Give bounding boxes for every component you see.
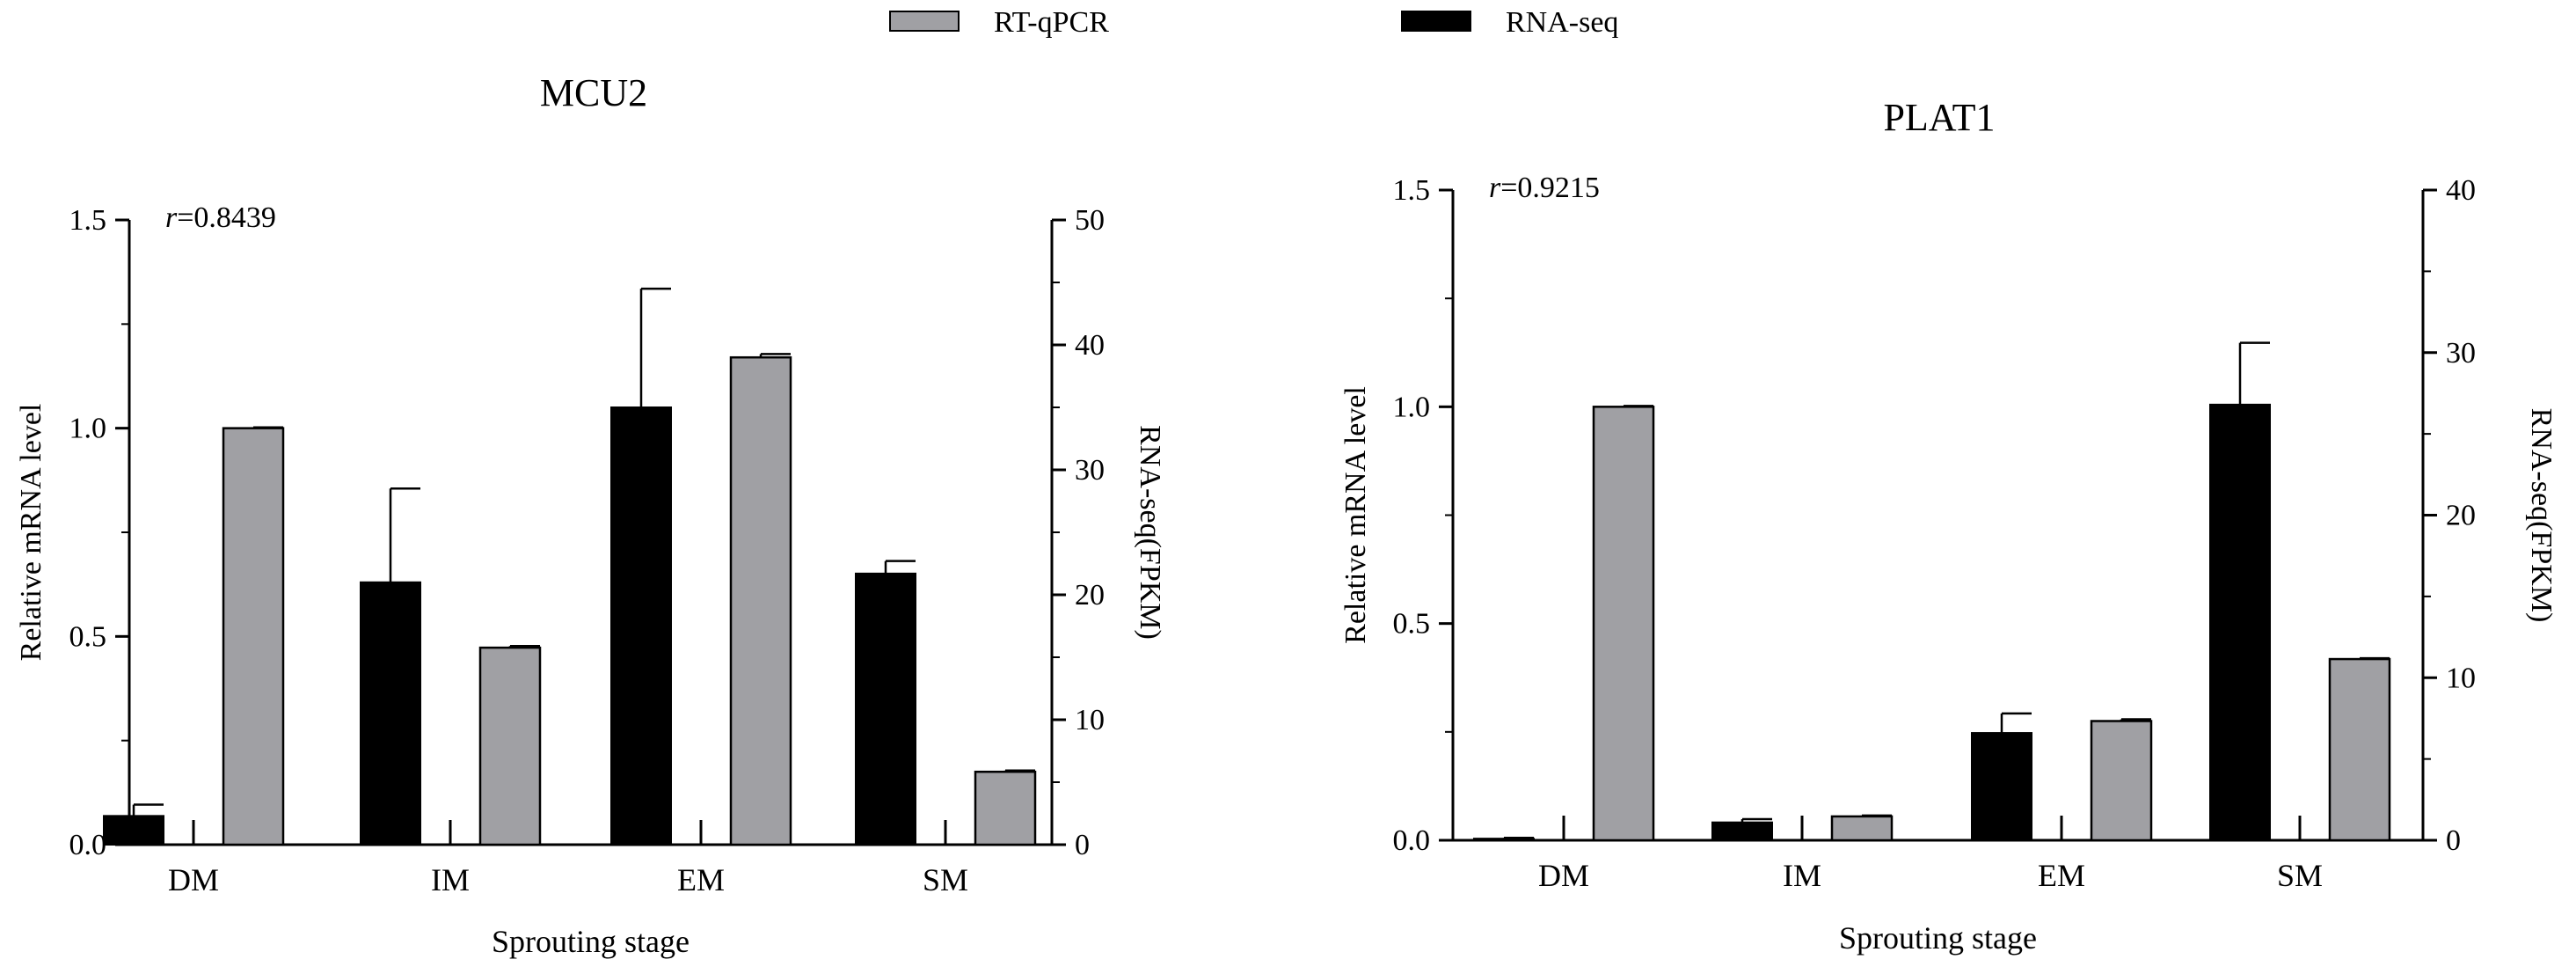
y-tick-label-left: 1.5 <box>1393 174 1431 207</box>
bar-rtqpcr <box>729 355 792 846</box>
bar-rtqpcr <box>2328 657 2391 842</box>
legend-label-rtqpcr: RT-qPCR <box>994 6 1109 39</box>
bar-rnaseq <box>103 815 164 846</box>
y-tick-label-left: 1.0 <box>69 413 107 445</box>
legend-label-rnaseq: RNA-seq <box>1506 6 1618 39</box>
bar-rtqpcr <box>1830 815 1894 842</box>
bar-rnaseq <box>1711 821 1773 841</box>
bar-rtqpcr <box>974 770 1037 846</box>
x-tick-label: SM <box>2277 858 2323 893</box>
y-tick-label-right: 20 <box>1075 579 1105 611</box>
y-tick-label-right: 40 <box>2446 174 2476 207</box>
chart-mcu2: MCU2 0.0 0.5 1.0 1.5 0 10 20 30 40 50 Relative mRNA… <box>15 71 1166 959</box>
x-tick-label: SM <box>923 862 968 897</box>
y-tick-label-right: 10 <box>2446 662 2476 694</box>
y-tick-label-right: 0 <box>2446 824 2461 857</box>
y-tick-label-right: 40 <box>1075 329 1105 362</box>
x-tick-label: DM <box>168 862 219 897</box>
y-tick-label-left: 1.5 <box>69 204 107 237</box>
bar-rtqpcr <box>1592 406 1655 842</box>
y-tick-label-left: 0.5 <box>1393 608 1431 641</box>
chart-title: MCU2 <box>540 71 647 114</box>
y-tick-label-right: 50 <box>1075 204 1105 237</box>
y-tick-label-left: 0.0 <box>1393 824 1431 857</box>
y-tick-label-right: 30 <box>2446 337 2476 370</box>
y-tick-label-right: 20 <box>2446 500 2476 532</box>
correlation-annotation: r=0.9215 <box>1489 172 1600 204</box>
x-tick-label: IM <box>1783 858 1821 893</box>
bar-rtqpcr <box>2090 720 2153 842</box>
bar-rnaseq <box>610 406 672 846</box>
bar-rtqpcr <box>478 646 542 846</box>
x-tick-label: DM <box>1538 858 1589 893</box>
bar-rnaseq <box>1971 732 2032 841</box>
y-tick-label-right: 30 <box>1075 454 1105 487</box>
y-axis-label-right: RNA-seq(FPKM) <box>1134 425 1166 640</box>
x-tick-label: IM <box>431 862 470 897</box>
bar-rtqpcr <box>222 427 285 846</box>
chart-title: PLAT1 <box>1883 96 1995 139</box>
x-axis-label: Sprouting stage <box>1839 920 2037 956</box>
y-tick-label-right: 10 <box>1075 704 1105 736</box>
y-tick-label-left: 0.0 <box>69 829 107 861</box>
y-tick-label-left: 0.5 <box>69 620 107 653</box>
x-tick-label: EM <box>677 862 725 897</box>
y-axis-label-right: RNA-seq(FPKM) <box>2525 408 2558 623</box>
legend-swatch-rtqpcr <box>889 11 960 32</box>
chart-plat1: PLAT1 0.0 0.5 1.0 1.5 0 10 20 30 40 Relative mRNA … <box>1339 96 2558 956</box>
legend: RT-qPCR RNA-seq <box>889 6 1618 39</box>
y-tick-label-left: 1.0 <box>1393 391 1431 423</box>
legend-swatch-rnaseq <box>1401 11 1471 32</box>
bar-rnaseq <box>2209 403 2271 841</box>
correlation-annotation: r=0.8439 <box>165 201 276 234</box>
x-axis-label: Sprouting stage <box>492 924 690 959</box>
bar-rnaseq <box>360 581 421 846</box>
y-tick-label-right: 0 <box>1075 829 1090 861</box>
x-tick-label: EM <box>2038 858 2085 893</box>
bar-rnaseq <box>855 572 916 846</box>
y-axis-label-left: Relative mRNA level <box>1339 386 1372 644</box>
y-axis-label-left: Relative mRNA level <box>15 404 47 662</box>
